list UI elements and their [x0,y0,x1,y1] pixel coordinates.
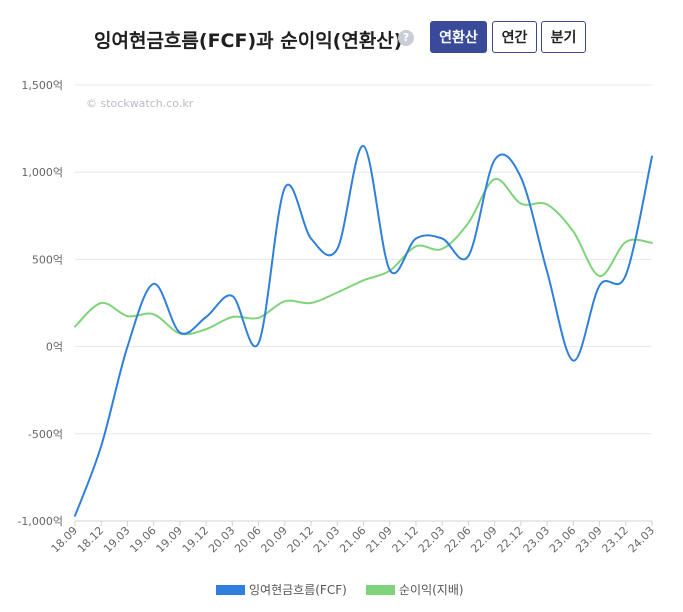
x-tick-label: 19.06 [127,524,158,555]
fcf-data-point[interactable] [71,512,79,520]
net-income-data-point[interactable] [71,323,79,331]
fcf-data-point[interactable] [360,142,368,150]
x-tick-label: 22.09 [468,524,499,555]
legend-swatch-net-income [366,584,395,595]
x-tick-label: 19.09 [154,524,185,555]
net-income-data-point[interactable] [281,297,289,305]
net-income-data-point[interactable] [517,200,525,208]
fcf-data-point[interactable] [307,234,315,242]
x-tick-label: 23.09 [573,524,604,555]
net-income-data-point[interactable] [596,272,604,280]
net-income-data-point[interactable] [150,310,158,318]
chart-header: 잉여현금흐름(FCF)과 순이익(연환산) ? 연환산 연간 분기 [0,18,683,58]
chart-title: 잉여현금흐름(FCF)과 순이익(연환산) [94,30,403,52]
x-tick-label: 21.03 [311,524,342,555]
fcf-data-point[interactable] [333,245,341,253]
x-tick-label: 20.12 [285,524,316,555]
fcf-data-point[interactable] [97,442,105,450]
x-tick-label: 20.06 [232,524,263,555]
net-income-data-point[interactable] [648,239,656,247]
net-income-data-point[interactable] [464,219,472,227]
watermark: © stockwatch.co.kr [86,97,194,110]
net-income-data-point[interactable] [97,299,105,307]
x-tick-label: 22.06 [442,524,473,555]
fcf-data-point[interactable] [517,173,525,181]
fcf-data-point[interactable] [176,329,184,337]
fcf-data-point[interactable] [596,282,604,290]
y-tick-label: 1,500억 [21,79,63,92]
legend-label-fcf: 잉여현금흐름(FCF) [249,583,347,597]
y-tick-label: 500억 [32,253,63,266]
x-tick-label: 22.12 [495,524,526,555]
net-income-data-point[interactable] [333,289,341,297]
net-income-data-point[interactable] [412,242,420,250]
legend-item-net-income[interactable]: 순이익(지배) [366,580,464,600]
legend-item-fcf[interactable]: 잉여현금흐름(FCF) [216,580,347,600]
x-tick-label: 19.03 [101,524,132,555]
fcf-data-point[interactable] [622,271,630,279]
y-tick-label: 0억 [46,341,63,354]
net-income-data-point[interactable] [307,299,315,307]
legend-label-net-income: 순이익(지배) [399,583,464,597]
y-tick-label: -1,000억 [17,515,63,528]
x-tick-label: 24.03 [626,524,657,555]
net-income-data-point[interactable] [622,238,630,246]
fcf-data-point[interactable] [255,339,263,347]
net-income-data-point[interactable] [360,276,368,284]
x-tick-label: 20.03 [206,524,237,555]
annual-button[interactable]: 연간 [492,21,537,53]
net-income-data-point[interactable] [123,312,131,320]
y-tick-label: 1,000억 [21,166,63,179]
net-income-data-point[interactable] [491,175,499,183]
quarter-button[interactable]: 분기 [541,21,586,53]
fcf-data-point[interactable] [412,234,420,242]
fcf-data-point[interactable] [648,153,656,161]
x-tick-label: 18.09 [49,524,80,555]
fcf-data-point[interactable] [150,280,158,288]
net-income-data-point[interactable] [255,314,263,322]
net-income-data-point[interactable] [228,313,236,321]
fcf-data-point[interactable] [464,252,472,260]
fcf-data-point[interactable] [202,313,210,321]
fcf-data-point[interactable] [281,184,289,192]
net-income-data-point[interactable] [543,200,551,208]
x-tick-label: 19.12 [180,524,211,555]
x-tick-label: 21.09 [363,524,394,555]
chart-legend: 잉여현금흐름(FCF) 순이익(지배) [0,580,683,600]
x-tick-label: 23.12 [599,524,630,555]
fcf-series-line[interactable] [74,144,653,517]
net-income-data-point[interactable] [438,245,446,253]
net-income-series-line[interactable] [74,178,653,336]
x-tick-label: 21.06 [337,524,368,555]
fcf-data-point[interactable] [123,343,131,351]
x-tick-label: 23.03 [521,524,552,555]
net-income-data-point[interactable] [569,227,577,235]
x-tick-label: 22.03 [416,524,447,555]
fcf-data-point[interactable] [438,234,446,242]
question-icon[interactable]: ? [398,30,414,46]
legend-swatch-fcf [216,584,245,595]
x-tick-label: 23.06 [547,524,578,555]
x-tick-label: 20.09 [258,524,289,555]
fcf-data-point[interactable] [569,357,577,365]
net-income-data-point[interactable] [202,325,210,333]
fcf-data-point[interactable] [543,268,551,276]
ttm-button[interactable]: 연환산 [430,21,487,53]
x-tick-label: 21.12 [390,524,421,555]
y-tick-label: -500억 [28,428,63,441]
fcf-data-point[interactable] [228,292,236,300]
x-tick-label: 18.12 [75,524,106,555]
fcf-data-point[interactable] [491,156,499,164]
fcf-data-point[interactable] [386,266,394,274]
